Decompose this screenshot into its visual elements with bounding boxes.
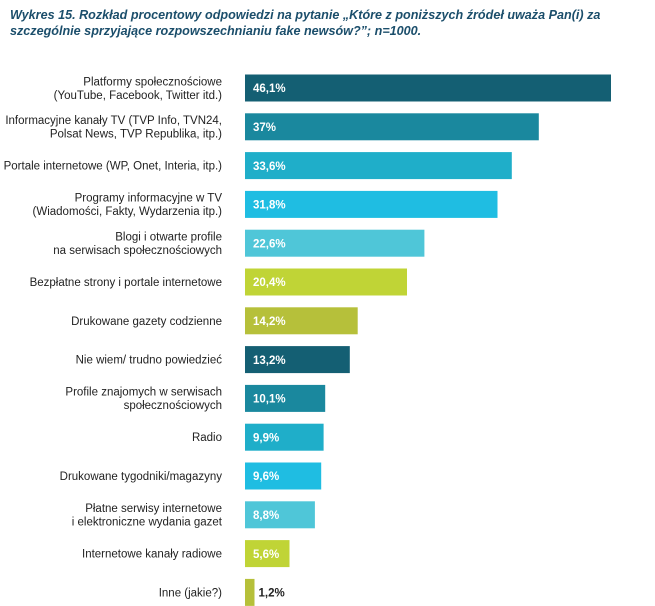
value-label-8: 10,1% <box>253 394 286 406</box>
value-label-13: 1,2% <box>259 588 285 600</box>
category-label-9: Radio <box>192 432 222 444</box>
category-label-4: Blogi i otwarte profile na serwisach społ… <box>53 231 222 257</box>
value-label-1: 37% <box>253 122 276 134</box>
category-label-8: Profile znajomych w serwisach społecznośc… <box>65 387 222 413</box>
category-label-line: społecznościowych <box>124 400 222 412</box>
category-label-line: Profile znajomych w serwisach <box>65 387 222 399</box>
category-label-line: Drukowane tygodniki/magazyny <box>60 471 223 483</box>
bar-9 <box>245 423 324 451</box>
category-label-line: Drukowane gazety codzienne <box>71 316 222 328</box>
category-label-2: Portale internetowe (WP, Onet, Interia, … <box>4 161 223 173</box>
category-label-3: Programy informacyjne w TV (Wiadomości, F… <box>33 193 223 219</box>
category-label-line: Nie wiem/ trudno powiedzieć <box>76 355 223 367</box>
value-label-10: 9,6% <box>253 471 279 483</box>
value-label-0: 46,1% <box>253 83 286 95</box>
bar-4 <box>245 229 425 257</box>
value-label-4: 22,6% <box>253 238 286 250</box>
category-label-line: Portale internetowe (WP, Onet, Interia, … <box>4 161 223 173</box>
bar-13 <box>245 578 255 606</box>
bar-7 <box>245 346 350 374</box>
value-label-9: 9,9% <box>253 432 279 444</box>
category-label-line: Radio <box>192 432 222 444</box>
category-label-line: Platformy społecznościowe <box>83 76 222 88</box>
category-label-line: na serwisach społecznościowych <box>53 245 222 257</box>
category-label-5: Bezpłatne strony i portale internetowe <box>30 277 222 289</box>
category-label-11: Płatne serwisy internetowe i elektroniczn… <box>72 503 223 529</box>
value-label-3: 31,8% <box>253 200 286 212</box>
bar-8 <box>245 384 326 412</box>
bar-11 <box>245 501 315 529</box>
value-label-2: 33,6% <box>253 161 286 173</box>
bar-2 <box>245 152 512 180</box>
category-label-line: Płatne serwisy internetowe <box>85 503 222 515</box>
bar-1 <box>245 113 539 141</box>
bar-10 <box>245 462 322 490</box>
value-label-12: 5,6% <box>253 549 279 561</box>
bar-12 <box>245 540 290 568</box>
bar-0 <box>245 74 611 102</box>
category-label-line: Informacyjne kanały TV (TVP Info, TVN24, <box>5 115 222 127</box>
category-label-line: (Wiadomości, Fakty, Wydarzenia itp.) <box>33 206 223 218</box>
category-label-line: i elektroniczne wydania gazet <box>72 517 223 529</box>
bar-5 <box>245 268 407 296</box>
category-label-line: Internetowe kanały radiowe <box>82 549 222 561</box>
category-label-12: Internetowe kanały radiowe <box>82 549 222 561</box>
bar-3 <box>245 190 498 218</box>
chart-title: Wykres 15. Rozkład procentowy odpowiedzi… <box>10 8 601 38</box>
value-label-11: 8,8% <box>253 510 279 522</box>
category-label-line: Polsat News, TVP Republika, itp.) <box>50 129 222 141</box>
category-label-line: Blogi i otwarte profile <box>115 231 222 243</box>
category-label-0: Platformy społecznościowe (YouTube, Faceb… <box>54 76 222 102</box>
category-label-line: Programy informacyjne w TV <box>75 193 223 205</box>
category-label-line: (YouTube, Facebook, Twitter itd.) <box>54 90 222 102</box>
bar-6 <box>245 307 358 335</box>
category-label-7: Nie wiem/ trudno powiedzieć <box>76 355 223 367</box>
category-label-6: Drukowane gazety codzienne <box>71 316 222 328</box>
value-label-6: 14,2% <box>253 316 286 328</box>
category-label-13: Inne (jakie?) <box>159 587 222 599</box>
value-label-7: 13,2% <box>253 355 286 367</box>
category-label-line: Bezpłatne strony i portale internetowe <box>30 277 222 289</box>
category-label-line: Inne (jakie?) <box>159 587 222 599</box>
value-label-5: 20,4% <box>253 277 286 289</box>
category-label-10: Drukowane tygodniki/magazyny <box>60 471 223 483</box>
category-label-1: Informacyjne kanały TV (TVP Info, TVN24,… <box>5 115 222 141</box>
